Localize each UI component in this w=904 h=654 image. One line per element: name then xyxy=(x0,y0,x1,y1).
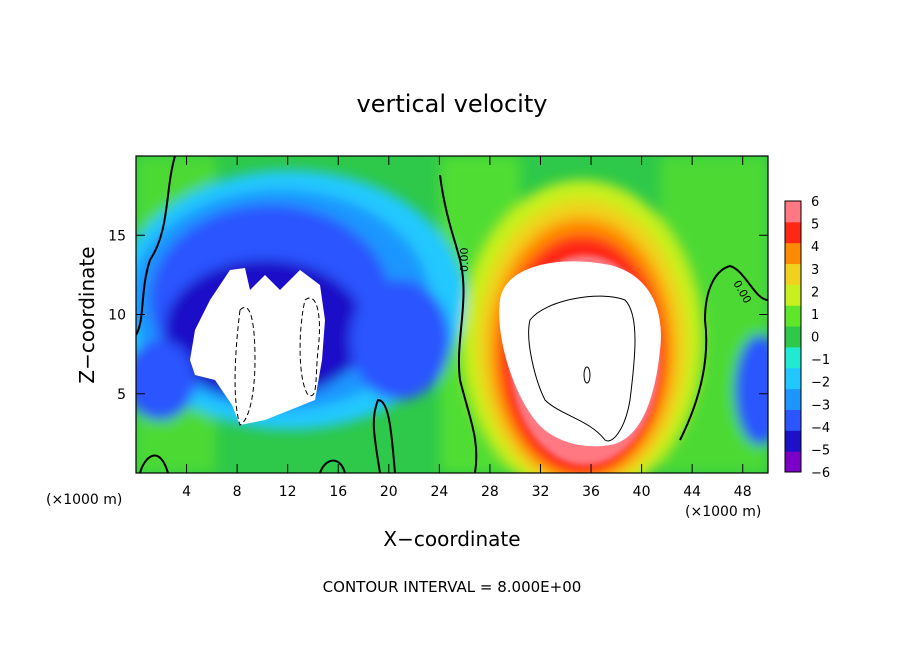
colorbar-label: −3 xyxy=(811,398,830,413)
colorbar-swatch xyxy=(785,409,801,431)
colorbar-swatch xyxy=(785,305,801,327)
colorbar-label: −5 xyxy=(811,443,830,458)
colorbar-swatch xyxy=(785,388,801,410)
x-unit-left: (×1000 m) xyxy=(46,492,122,508)
colorbar-swatch xyxy=(785,367,801,390)
x-tick-label: 8 xyxy=(233,484,242,500)
x-tick-label: 32 xyxy=(532,484,550,500)
colorbar-label: 3 xyxy=(811,263,819,278)
contour-label-1: 0.00 xyxy=(458,248,471,273)
colorbar-label: 4 xyxy=(811,240,819,255)
colorbar-swatch xyxy=(785,263,801,285)
colorbar-label: −1 xyxy=(811,353,830,368)
x-axis-label: X−coordinate xyxy=(383,527,520,551)
downdraft-core xyxy=(190,268,325,425)
colorbar-label: 1 xyxy=(811,308,819,323)
colorbar-swatch xyxy=(785,430,801,452)
colorbar-label: −2 xyxy=(811,376,830,391)
colorbar-frame xyxy=(784,200,802,473)
colorbar-label: −4 xyxy=(811,421,830,436)
colorbar-swatch xyxy=(785,284,801,306)
x-tick-label: 16 xyxy=(329,484,347,500)
x-tick-label: 28 xyxy=(481,484,499,500)
x-tick-label: 24 xyxy=(430,484,448,500)
x-tick-label: 40 xyxy=(633,484,651,500)
x-tick-label: 44 xyxy=(683,484,701,500)
x-unit-right: (×1000 m) xyxy=(685,504,761,520)
chart-title: vertical velocity xyxy=(357,90,548,118)
colorbar-label: 0 xyxy=(811,331,819,346)
colorbar-swatch xyxy=(785,242,801,265)
y-axis: 5 10 15 xyxy=(108,228,768,403)
x-axis: 4 8 12 16 20 24 28 32 36 40 44 48 xyxy=(182,156,752,500)
x-tick-label: 48 xyxy=(734,484,752,500)
velocity-field xyxy=(136,156,768,473)
colorbar-label: 6 xyxy=(811,195,819,210)
colorbar-label: 5 xyxy=(811,218,819,233)
colorbar-swatch xyxy=(785,451,801,473)
y-tick-label: 5 xyxy=(117,387,126,403)
updraft-core xyxy=(499,261,661,447)
zero-contours xyxy=(136,156,768,473)
y-axis-label: Z−coordinate xyxy=(75,246,99,383)
colorbar-swatch xyxy=(785,221,801,244)
colorbar-swatch xyxy=(785,201,801,223)
x-tick-label: 20 xyxy=(380,484,398,500)
colorbar-label: −6 xyxy=(811,466,830,481)
colorbar-label: 2 xyxy=(811,285,819,300)
x-tick-label: 36 xyxy=(582,484,600,500)
colorbar-legend: −6 −5 −4 −3 −2 −1 0 1 2 3 4 5 6 xyxy=(784,195,830,481)
core-contours xyxy=(234,295,636,442)
y-tick-label: 10 xyxy=(108,308,126,324)
x-tick-label: 4 xyxy=(182,484,191,500)
x-tick-label: 12 xyxy=(279,484,297,500)
colorbar-swatch xyxy=(785,346,801,369)
colorbar-swatch xyxy=(785,326,801,348)
contour-interval-note: CONTOUR INTERVAL = 8.000E+00 xyxy=(323,578,582,596)
y-tick-label: 15 xyxy=(108,228,126,244)
